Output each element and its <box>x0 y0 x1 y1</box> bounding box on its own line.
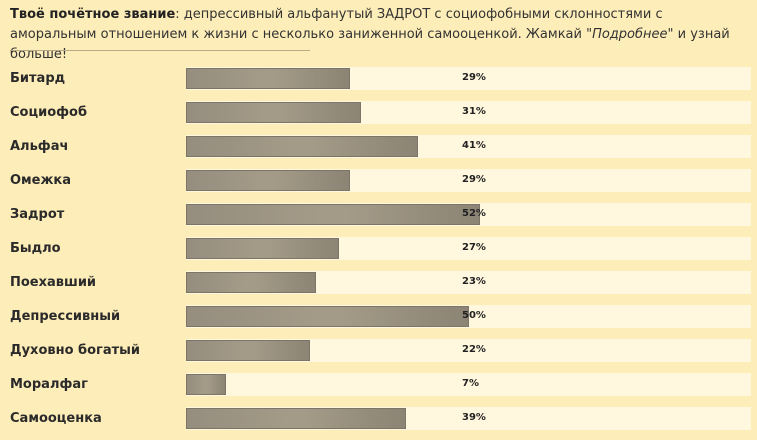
chart-row: Битард 29% <box>0 66 757 100</box>
bar <box>186 340 310 361</box>
value-label: 22% <box>462 344 486 355</box>
chart-row: Альфач 41% <box>0 134 757 168</box>
bar-track: 23% <box>186 271 751 294</box>
bar <box>186 306 469 327</box>
chart-row: Поехавший 23% <box>0 270 757 304</box>
bar-track: 7% <box>186 373 751 396</box>
more-link[interactable]: Подробнее <box>592 27 668 42</box>
bar-track: 31% <box>186 101 751 124</box>
value-label: 23% <box>462 276 486 287</box>
category-label: Социофоб <box>10 105 88 120</box>
bar <box>186 204 480 225</box>
category-label: Омежка <box>10 173 72 188</box>
bar-track: 50% <box>186 305 751 328</box>
category-label: Депрессивный <box>10 309 121 324</box>
bar <box>186 408 406 429</box>
category-label: Битард <box>10 71 66 86</box>
bar-track: 22% <box>186 339 751 362</box>
chart-row: Социофоб 31% <box>0 100 757 134</box>
bar-track: 27% <box>186 237 751 260</box>
divider <box>10 50 310 51</box>
results-chart: Битард 29% Социофоб 31% Альфач 41% Омежка 29% За… <box>0 66 757 440</box>
bar <box>186 272 316 293</box>
value-label: 29% <box>462 72 486 83</box>
bar <box>186 102 361 123</box>
bar <box>186 170 350 191</box>
bar <box>186 68 350 89</box>
bar <box>186 238 339 259</box>
bar-track: 29% <box>186 67 751 90</box>
bar-track: 52% <box>186 203 751 226</box>
title-rest: : депрессивный альфанутый ЗАДРОТ с социо… <box>10 7 663 42</box>
category-label: Поехавший <box>10 275 97 290</box>
title-bold: Твоё почётное звание <box>10 7 176 22</box>
chart-row: Омежка 29% <box>0 168 757 202</box>
value-label: 52% <box>462 208 486 219</box>
value-label: 50% <box>462 310 486 321</box>
category-label: Самооценка <box>10 411 102 426</box>
category-label: Духовно богатый <box>10 343 141 358</box>
value-label: 29% <box>462 174 486 185</box>
value-label: 31% <box>462 106 486 117</box>
bar-track: 41% <box>186 135 751 158</box>
chart-row: Депрессивный 50% <box>0 304 757 338</box>
bar-track: 39% <box>186 407 751 430</box>
value-label: 41% <box>462 140 486 151</box>
title-text: Твоё почётное звание: депрессивный альфа… <box>10 5 745 65</box>
bar <box>186 136 418 157</box>
category-label: Альфач <box>10 139 69 154</box>
bar-track: 29% <box>186 169 751 192</box>
category-label: Моралфаг <box>10 377 88 392</box>
value-label: 39% <box>462 412 486 423</box>
chart-row: Быдло 27% <box>0 236 757 270</box>
category-label: Задрот <box>10 207 65 222</box>
chart-row: Самооценка 39% <box>0 406 757 440</box>
value-label: 27% <box>462 242 486 253</box>
category-label: Быдло <box>10 241 61 256</box>
chart-row: Духовно богатый 22% <box>0 338 757 372</box>
chart-row: Моралфаг 7% <box>0 372 757 406</box>
chart-row: Задрот 52% <box>0 202 757 236</box>
bar <box>186 374 226 395</box>
value-label: 7% <box>462 378 479 389</box>
